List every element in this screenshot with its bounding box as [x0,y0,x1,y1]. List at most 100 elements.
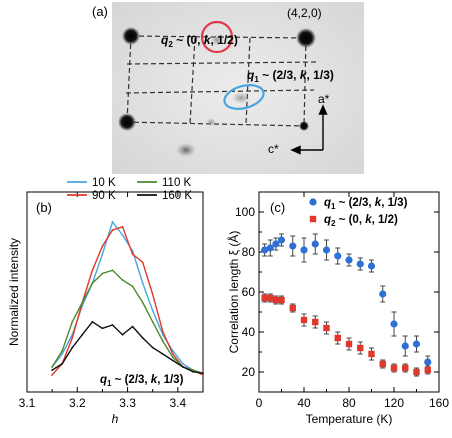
data-point [141,301,144,304]
bragg-peak [299,121,309,131]
data-point [101,245,104,248]
data-point-q1 [401,342,409,350]
legend-part-tail: , 1/2) [372,214,398,226]
y-axis-label: Correlation length ξ (Å) [226,231,241,354]
data-point [61,362,64,365]
panel-a: (a) q2 ~ (0, k, 1/2) (4,2,0) [92,2,364,174]
data-point-q2 [312,318,319,326]
data-point [171,353,174,355]
data-point [202,374,204,376]
grid-line [303,37,307,127]
legend-label: 90 K [92,190,116,202]
data-point-q1 [322,246,331,254]
bragg-peak [296,28,316,48]
grid-line [125,89,315,94]
x-tick-label: 3.1 [19,396,36,410]
grid-line [245,37,251,125]
legend-part-rest: ~ (0, [335,214,365,226]
data-point-q1 [311,240,319,248]
data-point-q2 [390,364,398,372]
data-point [91,282,94,285]
data-point [181,362,184,365]
c-star-label: c* [268,142,279,156]
data-point [61,353,64,355]
data-point [131,325,134,328]
annotation-part-q: q [100,374,107,386]
data-point [202,372,204,375]
y-axis-label: Normalized intensity [7,238,21,346]
data-point [131,285,134,288]
diffuse-spot [232,92,250,104]
data-point-q2 [300,316,308,324]
grid-line [189,37,196,125]
data-point [111,229,114,231]
data-point-q1 [345,256,353,264]
data-point [111,221,114,223]
data-point-q2 [278,296,285,304]
data-point-q2 [323,324,330,332]
legend-label: 110 K [162,177,192,189]
a-star-arrowhead [318,104,328,115]
data-point [171,356,174,359]
data-point [192,370,194,373]
data-point-q2 [289,304,296,312]
x-axis-label: Temperature (K) [306,412,393,426]
x-tick-label: 3.2 [69,396,86,410]
q2-label-rest: ~ (0, [173,33,204,47]
data-point [51,374,54,376]
data-point-q1 [356,260,364,268]
data-point-q1 [266,244,274,252]
data-point [81,333,84,336]
q2-label-k: k [204,33,212,47]
x-tick-label: 120 [384,396,404,410]
legend-part-k: k [365,214,372,226]
legend-part-rest: ~ (2/3, [335,197,374,209]
legend-marker [309,215,317,223]
data-point-q2 [379,360,386,368]
data-point-q2 [413,368,420,376]
q1-label-q: q [247,68,255,82]
bragg-peak [118,113,136,131]
diffuse-spot [211,34,223,46]
data-point-q2 [272,296,280,304]
q1-label-sub: 1 [254,75,259,84]
legend-label: q2 ~ (0, k, 1/2) [324,214,398,228]
data-point-q1 [300,246,308,254]
q1-label: q1 ~ (2/3, k, 1/3) [247,68,334,84]
diffuse-spot [206,118,216,126]
diffuse-spot [176,143,196,157]
q2-label: q2 ~ (0, k, 1/2) [161,33,238,49]
y-tick-label: 40 [242,325,256,339]
data-point [161,353,164,355]
data-point [141,337,144,339]
x-tick-label: 0 [256,396,263,410]
q1-label-rest: ~ (2/3, [259,68,300,82]
series-line-160k [51,320,204,374]
data-point-q2 [357,344,364,352]
data-point [151,293,154,296]
data-point-q2 [345,340,353,348]
data-point [101,327,104,330]
legend-part-q: q [324,197,331,209]
data-point [151,320,154,323]
data-point [181,366,184,368]
panel-a-label: (a) [92,4,108,19]
data-point-q1 [277,236,286,244]
data-point [51,369,54,372]
y-tick-label: 60 [242,285,256,299]
x-tick-label: 3.4 [170,396,187,410]
data-point-q1 [334,252,342,260]
annotation-part-sub: 1 [107,379,112,388]
data-point [151,346,154,349]
reciprocal-axes [290,104,328,155]
data-point [51,366,54,368]
x-tick-label: 3.3 [119,396,136,410]
data-point-q2 [424,366,431,374]
x-tick-label: 160 [429,396,449,410]
panel-b-label: (b) [36,200,52,215]
data-point [141,282,144,285]
y-tick-label: 100 [235,205,255,219]
data-point-q1 [272,240,280,248]
data-point-q1 [379,290,387,298]
